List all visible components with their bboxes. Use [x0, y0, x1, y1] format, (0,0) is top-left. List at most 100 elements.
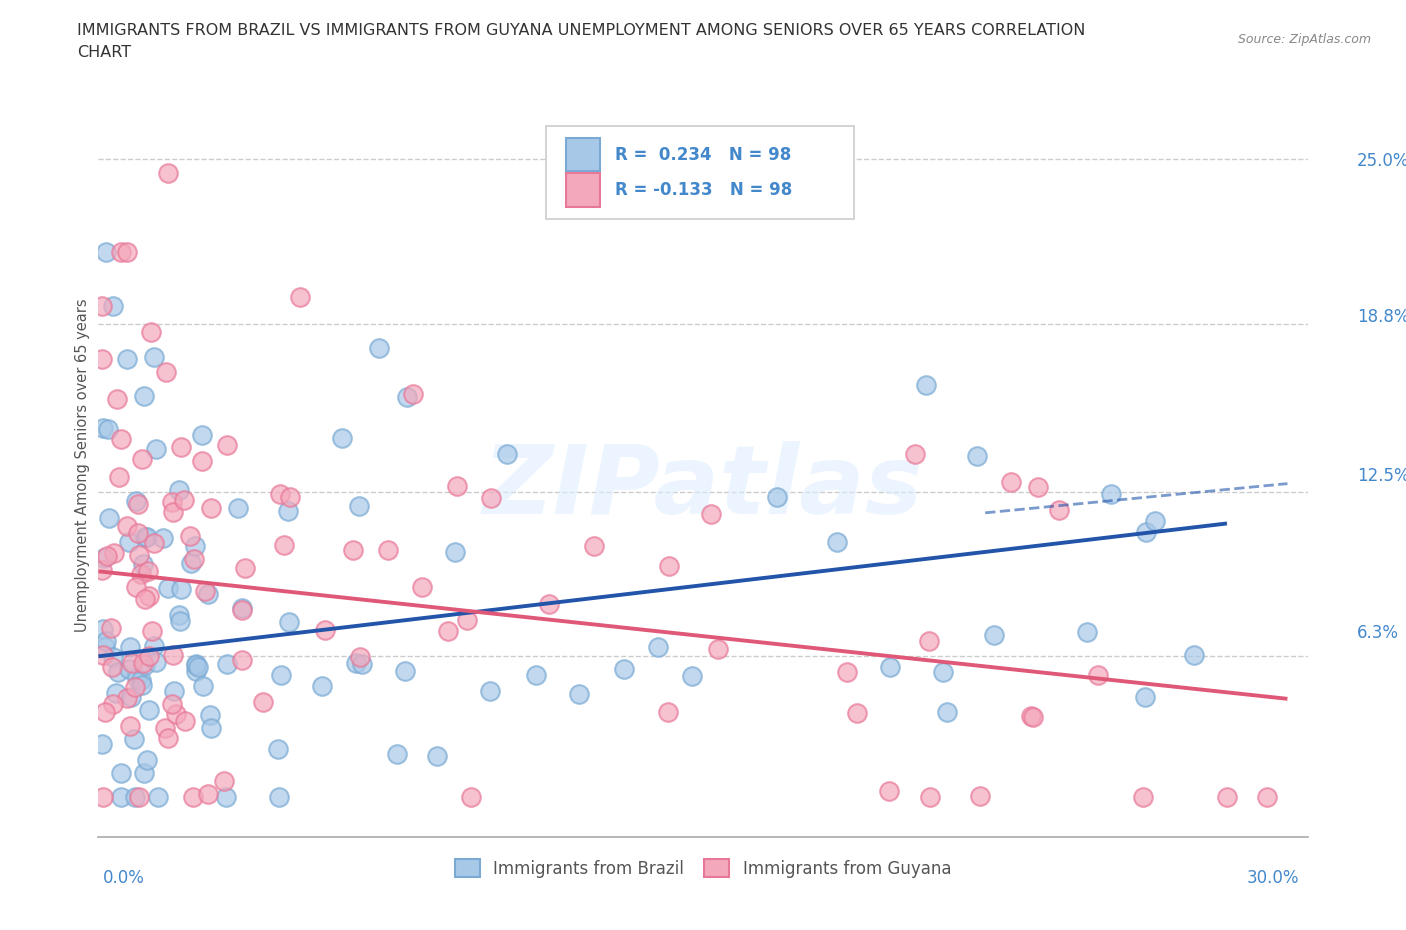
Point [349, 650, 371, 665]
Point [426, 749, 449, 764]
Point [91, 352, 114, 366]
Point [267, 741, 290, 756]
Point [167, 483, 190, 498]
Point [233, 561, 256, 576]
Point [582, 538, 605, 553]
Point [91, 420, 114, 435]
Point [344, 656, 367, 671]
Point [101, 299, 124, 313]
Point [368, 340, 391, 355]
Point [162, 697, 184, 711]
Point [157, 731, 180, 746]
Point [107, 470, 129, 485]
Point [314, 622, 336, 637]
Point [143, 536, 166, 551]
Point [444, 545, 467, 560]
Point [191, 678, 214, 693]
Point [252, 695, 274, 710]
Point [125, 671, 148, 685]
Point [96, 549, 118, 564]
Point [132, 656, 155, 671]
Point [91, 648, 114, 663]
Point [145, 655, 167, 670]
Point [277, 504, 299, 519]
Point [156, 580, 179, 595]
Point [110, 790, 132, 804]
Point [228, 500, 250, 515]
Point [125, 494, 148, 509]
Point [93, 551, 115, 565]
Text: CHART: CHART [77, 45, 131, 60]
Point [191, 454, 214, 469]
Point [198, 708, 221, 723]
Point [135, 529, 157, 544]
Point [983, 628, 1005, 643]
Point [131, 557, 153, 572]
Point [124, 790, 146, 804]
FancyBboxPatch shape [567, 138, 600, 171]
Point [160, 495, 183, 510]
Point [537, 597, 560, 612]
Point [479, 684, 502, 698]
Point [1099, 486, 1122, 501]
Point [110, 245, 132, 259]
Point [115, 691, 138, 706]
Point [1133, 690, 1156, 705]
Point [138, 589, 160, 604]
Point [180, 555, 202, 570]
Point [110, 432, 132, 446]
Point [915, 377, 938, 392]
Point [1215, 790, 1237, 804]
Point [479, 491, 502, 506]
Text: 30.0%: 30.0% [1247, 869, 1299, 887]
Point [377, 543, 399, 558]
Point [879, 659, 901, 674]
Point [269, 486, 291, 501]
Point [460, 790, 482, 804]
Text: 0.0%: 0.0% [103, 869, 145, 887]
Point [613, 661, 636, 676]
Point [165, 707, 187, 722]
Point [145, 441, 167, 456]
Point [846, 705, 869, 720]
Point [352, 657, 374, 671]
Point [170, 440, 193, 455]
Point [184, 663, 207, 678]
Point [91, 299, 114, 313]
Point [966, 448, 988, 463]
Point [184, 657, 207, 671]
Point [96, 633, 118, 648]
Point [117, 518, 139, 533]
Point [935, 704, 957, 719]
Point [837, 664, 859, 679]
Point [825, 535, 848, 550]
Point [98, 511, 121, 525]
Point [385, 746, 408, 761]
FancyBboxPatch shape [546, 126, 855, 219]
Point [231, 653, 253, 668]
Point [269, 790, 291, 804]
Point [153, 721, 176, 736]
Point [94, 245, 117, 259]
Legend: Immigrants from Brazil, Immigrants from Guyana: Immigrants from Brazil, Immigrants from … [449, 853, 957, 884]
Point [184, 658, 207, 672]
Point [120, 640, 142, 655]
Point [94, 705, 117, 720]
Point [700, 507, 723, 522]
Point [681, 669, 703, 684]
Text: 25.0%: 25.0% [1357, 152, 1406, 170]
Point [100, 620, 122, 635]
Point [657, 704, 679, 719]
Point [118, 534, 141, 549]
Point [1143, 513, 1166, 528]
Point [128, 790, 150, 804]
Point [311, 679, 333, 694]
Point [200, 500, 222, 515]
Point [169, 613, 191, 628]
Y-axis label: Unemployment Among Seniors over 65 years: Unemployment Among Seniors over 65 years [75, 299, 90, 631]
Point [411, 580, 433, 595]
Point [278, 614, 301, 629]
Point [124, 680, 146, 695]
Point [904, 446, 927, 461]
Point [125, 579, 148, 594]
